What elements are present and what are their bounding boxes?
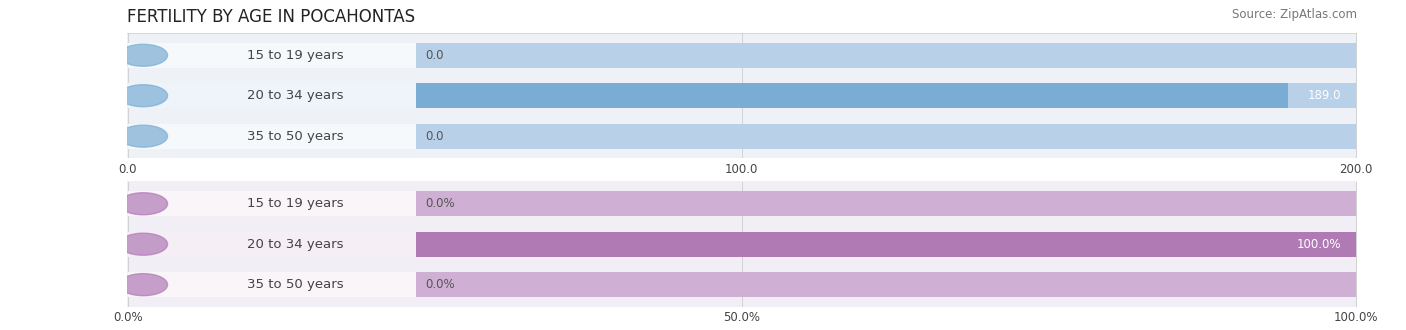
Text: 189.0: 189.0 [1308,89,1341,102]
Bar [128,232,1355,257]
Text: 100.0%: 100.0% [1296,238,1341,251]
Text: 15 to 19 years: 15 to 19 years [247,49,343,62]
Bar [128,272,1355,297]
Bar [128,43,1355,68]
Text: 0.0: 0.0 [425,49,443,62]
Bar [128,191,416,216]
Bar [128,43,416,68]
Ellipse shape [120,125,167,147]
Ellipse shape [120,274,167,296]
Ellipse shape [120,85,167,107]
Bar [128,232,1355,257]
Bar [128,232,416,257]
Bar [128,191,1355,216]
Ellipse shape [120,44,167,66]
Bar [128,83,1288,108]
Text: Source: ZipAtlas.com: Source: ZipAtlas.com [1232,8,1357,21]
Text: 0.0%: 0.0% [425,197,454,210]
Bar [128,83,1355,108]
Bar [128,83,416,108]
Ellipse shape [120,193,167,215]
Text: 35 to 50 years: 35 to 50 years [247,278,343,291]
Text: 0.0: 0.0 [425,130,443,143]
Text: 15 to 19 years: 15 to 19 years [247,197,343,210]
Bar [128,124,416,149]
Bar [128,272,416,297]
Text: 20 to 34 years: 20 to 34 years [247,89,343,102]
Text: 35 to 50 years: 35 to 50 years [247,130,343,143]
Text: FERTILITY BY AGE IN POCAHONTAS: FERTILITY BY AGE IN POCAHONTAS [127,8,415,26]
Text: 20 to 34 years: 20 to 34 years [247,238,343,251]
Text: 0.0%: 0.0% [425,278,454,291]
Bar [128,124,1355,149]
Ellipse shape [120,233,167,255]
